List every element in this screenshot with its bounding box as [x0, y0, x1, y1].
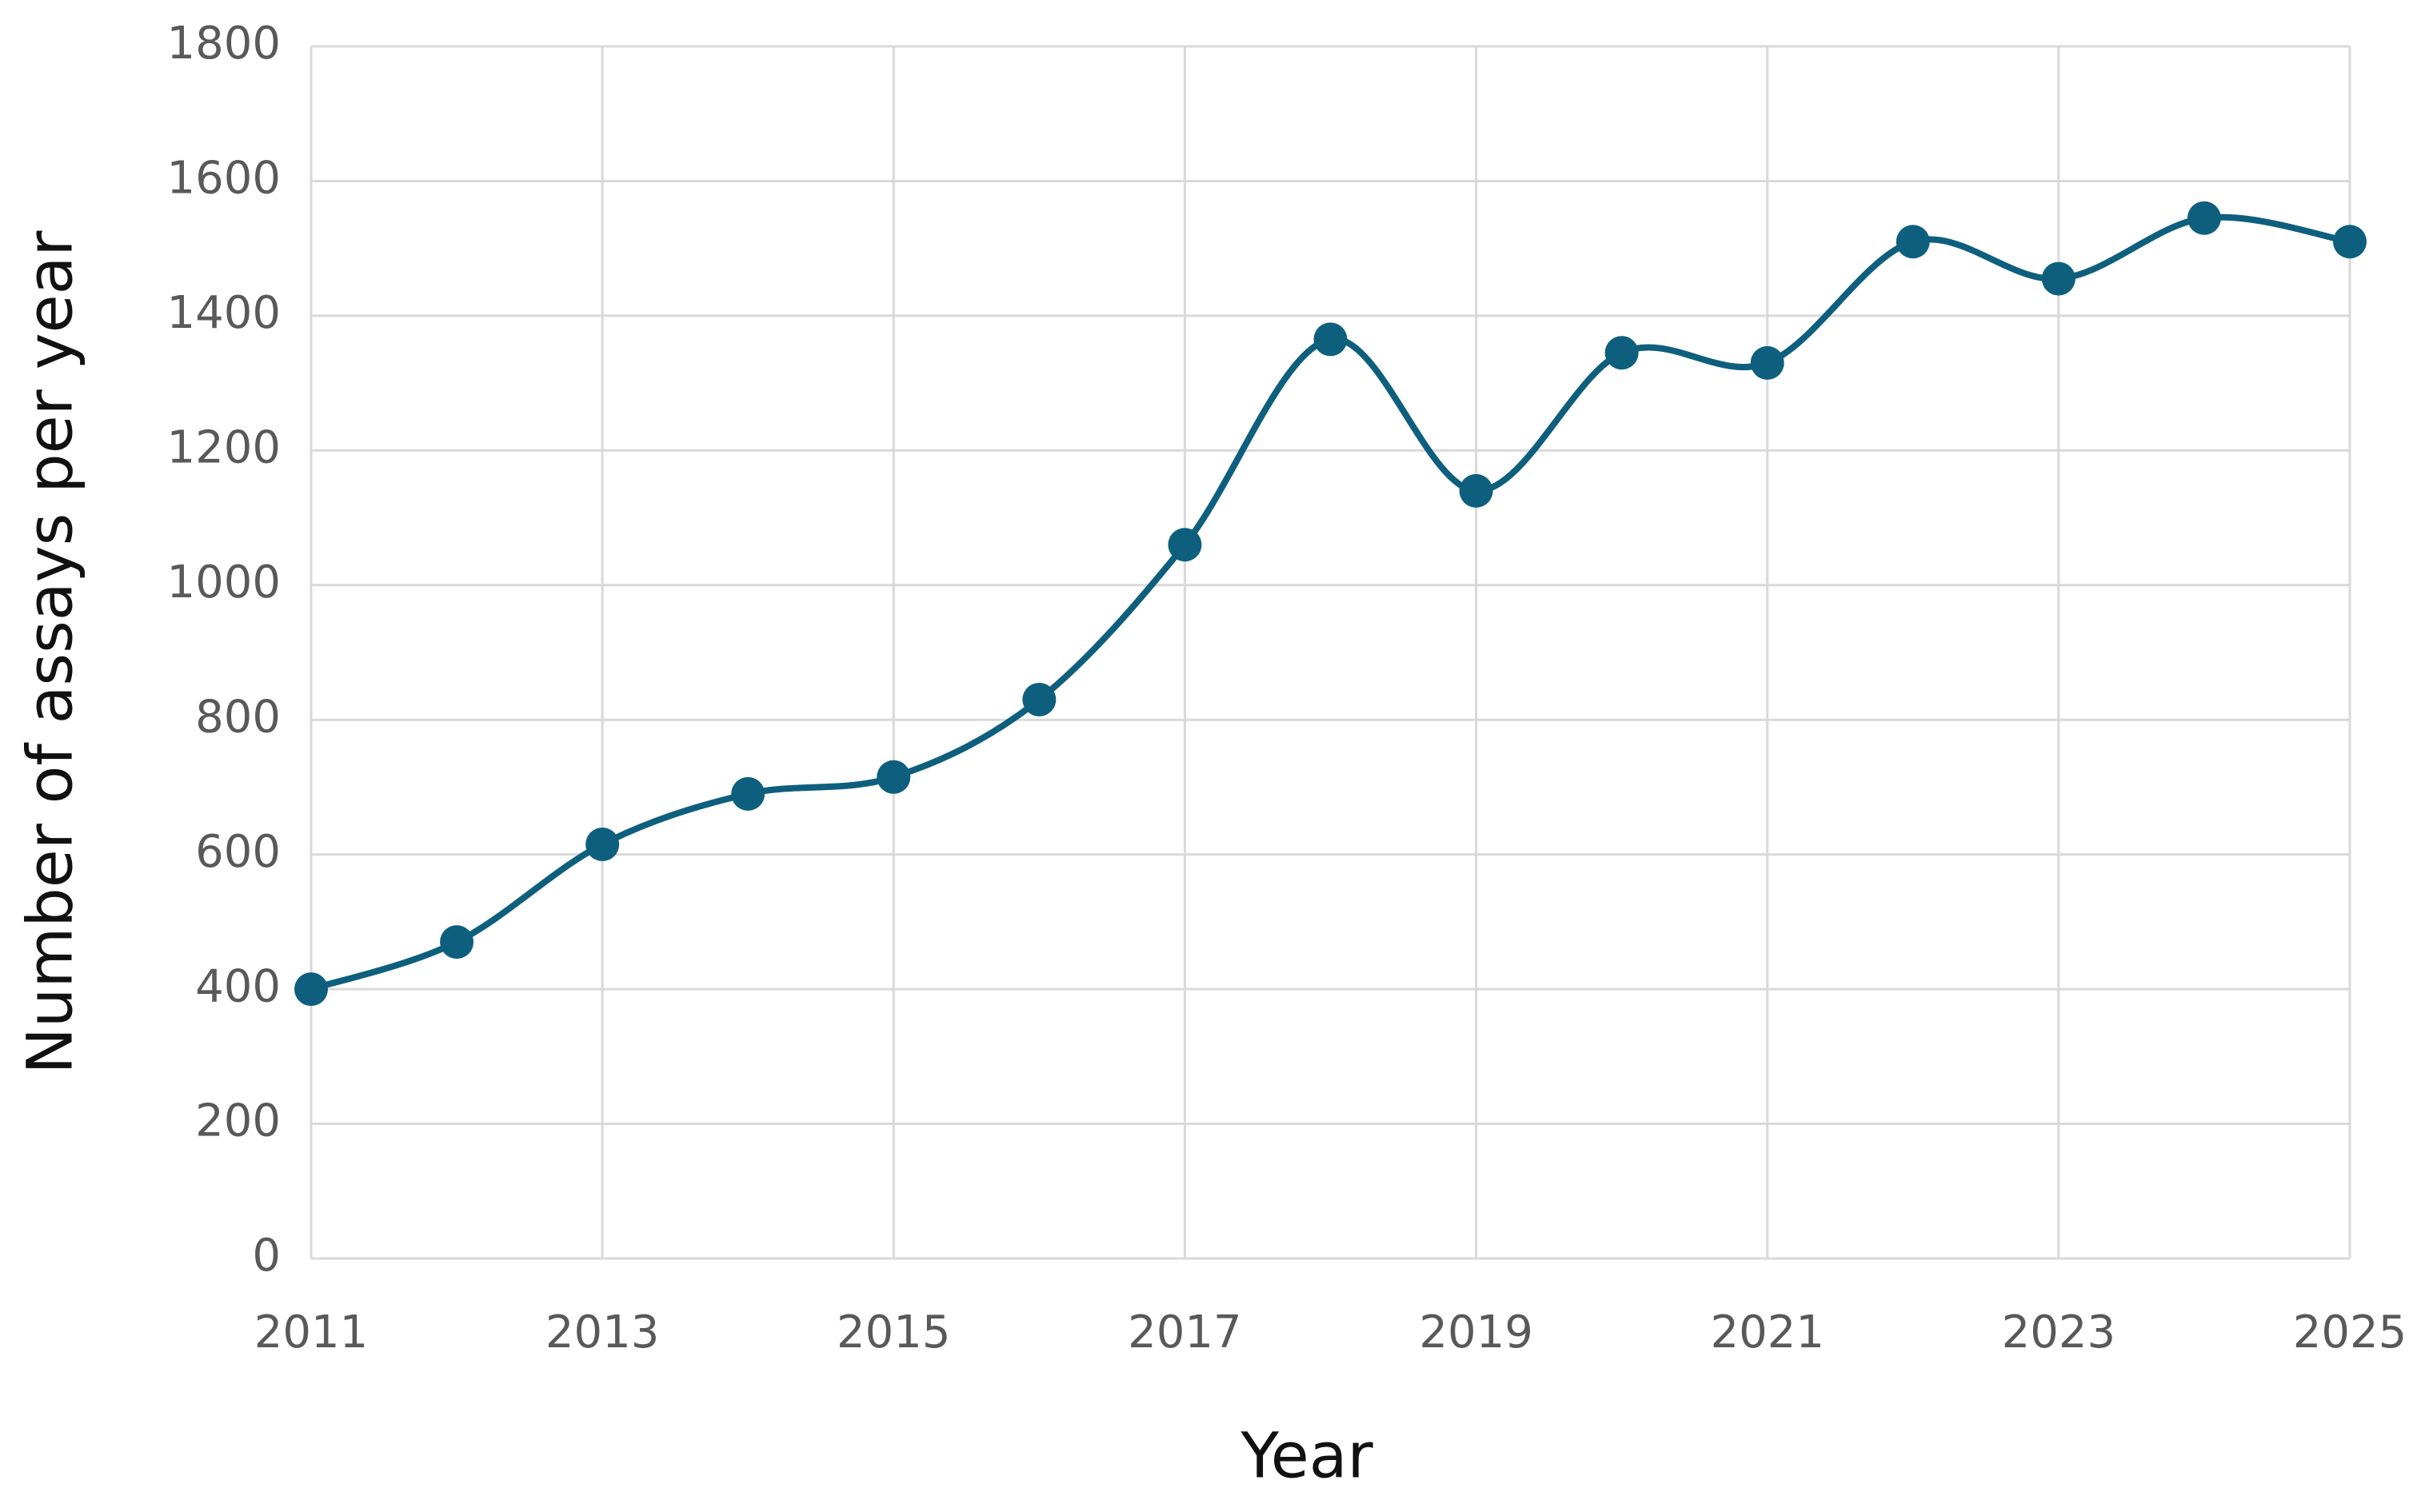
y-tick-label: 200	[195, 1095, 281, 1147]
x-tick-label: 2017	[1128, 1307, 1242, 1358]
y-tick-label: 1000	[166, 557, 281, 608]
data-point	[1750, 345, 1784, 380]
y-tick-label: 800	[195, 691, 281, 743]
data-point	[1313, 322, 1348, 357]
data-point	[440, 925, 474, 959]
y-axis-title: Number of assays per year	[14, 230, 86, 1075]
data-point	[2041, 261, 2075, 296]
x-tick-label: 2025	[2293, 1307, 2407, 1358]
y-tick-label: 400	[195, 960, 281, 1012]
data-point	[1604, 336, 1639, 370]
x-tick-label: 2015	[837, 1307, 951, 1358]
data-point	[1896, 225, 1930, 259]
y-tick-label: 1800	[166, 18, 281, 70]
data-point	[1168, 528, 1202, 562]
data-point	[2187, 201, 2221, 235]
y-tick-label: 600	[195, 826, 281, 878]
x-tick-label: 2013	[545, 1307, 660, 1358]
x-tick-label: 2023	[2002, 1307, 2116, 1358]
y-tick-label: 1400	[166, 287, 281, 339]
data-point	[1459, 473, 1493, 508]
x-tick-label: 2011	[254, 1307, 369, 1358]
y-tick-label: 1600	[166, 153, 281, 205]
data-point	[2333, 225, 2367, 259]
x-tick-label: 2019	[1419, 1307, 1533, 1358]
data-point	[585, 828, 620, 862]
data-point	[731, 776, 765, 811]
y-tick-label: 1200	[166, 421, 281, 473]
x-axis-title: Year	[1240, 1420, 1373, 1492]
data-point	[294, 972, 328, 1007]
y-tick-label: 0	[252, 1230, 281, 1282]
data-point	[877, 760, 911, 794]
x-tick-label: 2021	[1710, 1307, 1824, 1358]
data-point	[1022, 682, 1057, 716]
